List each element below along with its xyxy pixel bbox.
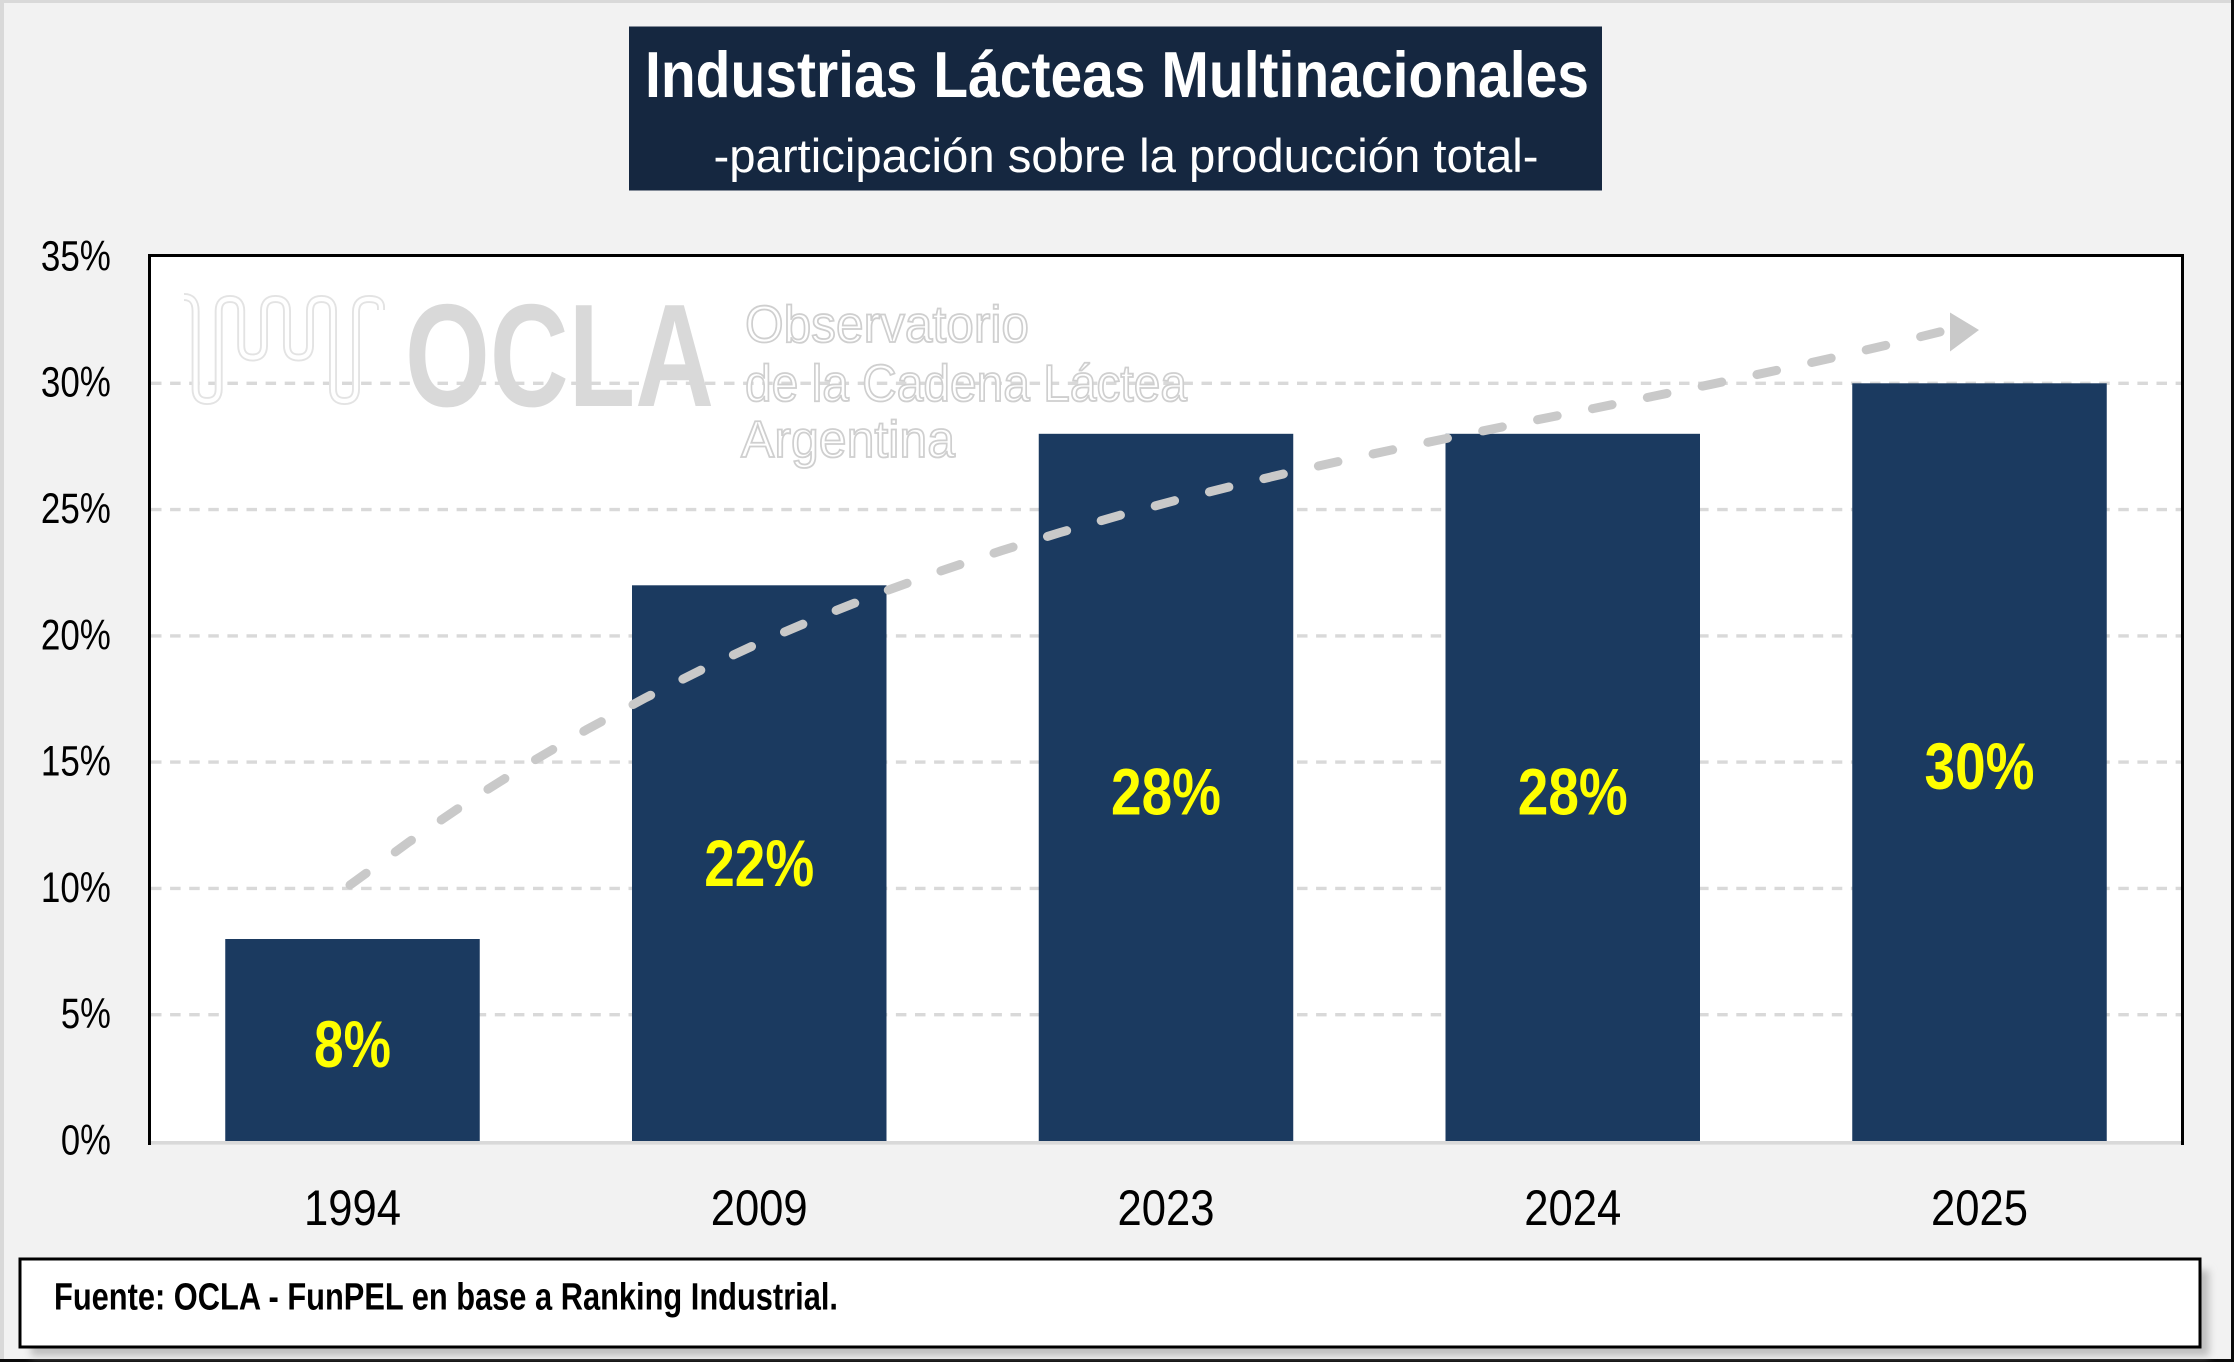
svg-text:Industrias Lácteas Multinacion: Industrias Lácteas Multinacionales bbox=[645, 38, 1589, 111]
svg-text:15%: 15% bbox=[41, 738, 111, 786]
svg-text:Observatorio: Observatorio bbox=[745, 296, 1029, 354]
svg-text:5%: 5% bbox=[61, 990, 111, 1038]
svg-text:2025: 2025 bbox=[1931, 1180, 2028, 1236]
svg-text:2023: 2023 bbox=[1118, 1180, 1215, 1236]
svg-text:22%: 22% bbox=[704, 826, 814, 900]
svg-text:28%: 28% bbox=[1111, 754, 1221, 828]
svg-text:30%: 30% bbox=[1925, 729, 2035, 803]
svg-text:-participación sobre la produc: -participación sobre la producción total… bbox=[714, 129, 1539, 182]
svg-text:28%: 28% bbox=[1518, 754, 1628, 828]
svg-text:2024: 2024 bbox=[1524, 1180, 1621, 1236]
svg-text:10%: 10% bbox=[41, 864, 111, 912]
svg-text:2009: 2009 bbox=[711, 1180, 808, 1236]
svg-text:de la Cadena Láctea: de la Cadena Láctea bbox=[745, 355, 1187, 413]
svg-text:Argentina: Argentina bbox=[741, 411, 955, 469]
svg-text:20%: 20% bbox=[41, 611, 111, 659]
svg-text:Fuente: OCLA - FunPEL en base: Fuente: OCLA - FunPEL en base a Ranking … bbox=[54, 1276, 838, 1318]
svg-text:25%: 25% bbox=[41, 485, 111, 533]
svg-text:0%: 0% bbox=[61, 1117, 111, 1165]
svg-text:OCLA: OCLA bbox=[405, 273, 714, 437]
svg-text:1994: 1994 bbox=[304, 1180, 401, 1236]
svg-text:35%: 35% bbox=[41, 232, 111, 280]
svg-text:8%: 8% bbox=[314, 1007, 391, 1081]
svg-text:30%: 30% bbox=[41, 359, 111, 407]
